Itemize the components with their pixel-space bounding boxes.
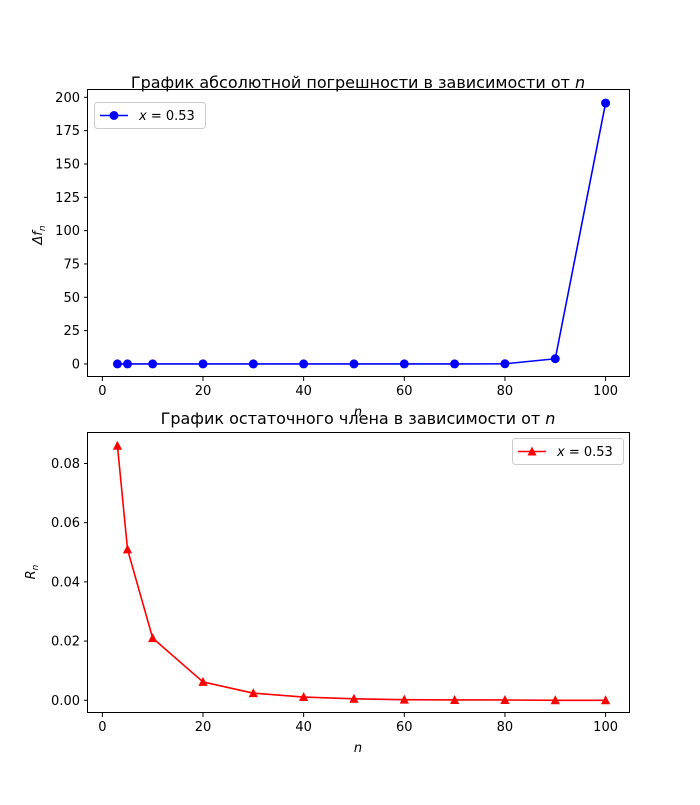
abs-error-y-axis-label: Δfn [31,225,48,245]
remainder-x-tick-label: 100 [593,720,618,735]
remainder-legend: x = 0.53 [512,438,624,465]
remainder-y-tick-label: 0.06 [51,516,80,531]
remainder-legend-box [512,438,624,465]
remainder-x-tick-label: 80 [497,720,514,735]
abs-error-x-tick-label: 20 [195,384,212,399]
abs-error-data-point [148,359,158,369]
abs-error-data-point [399,359,409,369]
abs-error-data-point [299,359,309,369]
remainder-y-tick-label: 0.02 [51,635,80,650]
remainder-data-point [450,694,460,704]
remainder-x-tick-label: 20 [195,720,212,735]
abs-error-y-tick-label: 50 [63,291,80,306]
remainder-y-tick-label: 0.08 [51,457,80,472]
remainder-y-tick-label: 0.04 [51,575,80,590]
abs-error-y-tick-label: 125 [55,191,80,206]
abs-error-legend-marker [109,111,119,120]
remainder-data-point [148,633,158,643]
abs-error-data-point [349,359,359,369]
abs-error-y-tick-label: 100 [55,224,80,239]
remainder-data-point [248,688,258,698]
remainder-data-point [399,694,409,704]
abs-error-legend-label: x = 0.53 [138,109,195,124]
abs-error-x-tick-label: 60 [396,384,413,399]
remainder-data-point [122,544,133,554]
remainder-data-point [198,676,208,686]
abs-error-y-tick-label: 75 [63,257,80,272]
remainder-data-point [349,693,359,703]
abs-error-x-axis-label: n [354,405,362,420]
remainder-x-tick-label: 0 [98,720,106,735]
remainder-data-point [299,692,309,702]
abs-error-data-point [123,359,133,369]
remainder-y-tick-label: 0.00 [51,694,80,709]
abs-error-legend-box [94,102,206,129]
abs-error-data-point [550,354,560,364]
remainder-legend-label: x = 0.53 [556,445,613,460]
remainder-data-point [500,694,510,704]
abs-error-x-tick-label: 80 [497,384,514,399]
remainder-ticks: 0 20 40 60 80 100 0.00 0.02 0.04 0.06 0.08 [51,457,618,735]
remainder-x-axis-label: n [354,741,362,756]
remainder-x-tick-label: 40 [295,720,312,735]
abs-error-data-point [450,359,460,369]
abs-error-x-tick-label: 40 [295,384,312,399]
remainder-x-tick-label: 60 [396,720,413,735]
abs-error-data-point [601,98,611,108]
abs-error-data-point [198,359,208,369]
abs-error-chart-title: График абсолютной погрешности в зависимо… [131,73,585,92]
remainder-y-axis-label: Rn [24,564,41,579]
abs-error-y-tick-label: 0 [72,357,80,372]
remainder-chart: График остаточного члена в зависимости о… [24,409,630,756]
remainder-data-point [112,440,123,450]
remainder-markers [112,440,611,705]
abs-error-data-point [112,359,122,369]
abs-error-ticks: 0 20 40 60 80 100 0 25 50 75 100 125 150 175 200 [55,91,618,399]
remainder-data-point [550,695,560,705]
abs-error-y-tick-label: 200 [55,91,80,106]
abs-error-chart: График абсолютной погрешности в зависимо… [31,73,630,420]
abs-error-markers [112,98,611,369]
remainder-plot-frame [87,432,630,713]
abs-error-x-tick-label: 0 [98,384,106,399]
abs-error-legend: x = 0.53 [94,102,206,129]
abs-error-series-line [117,102,607,365]
abs-error-plot-frame [87,89,630,377]
abs-error-data-point [500,359,510,369]
abs-error-data-point [248,359,258,369]
remainder-series-line [116,445,606,702]
abs-error-lines [117,102,607,365]
abs-error-y-tick-label: 25 [63,324,80,339]
remainder-lines [116,445,606,702]
remainder-legend-marker [527,446,537,456]
remainder-data-point [600,695,611,705]
abs-error-x-tick-label: 100 [593,384,618,399]
abs-error-y-tick-label: 175 [55,124,80,139]
abs-error-y-tick-label: 150 [55,157,80,172]
remainder-chart-title: График остаточного члена в зависимости о… [161,409,556,428]
